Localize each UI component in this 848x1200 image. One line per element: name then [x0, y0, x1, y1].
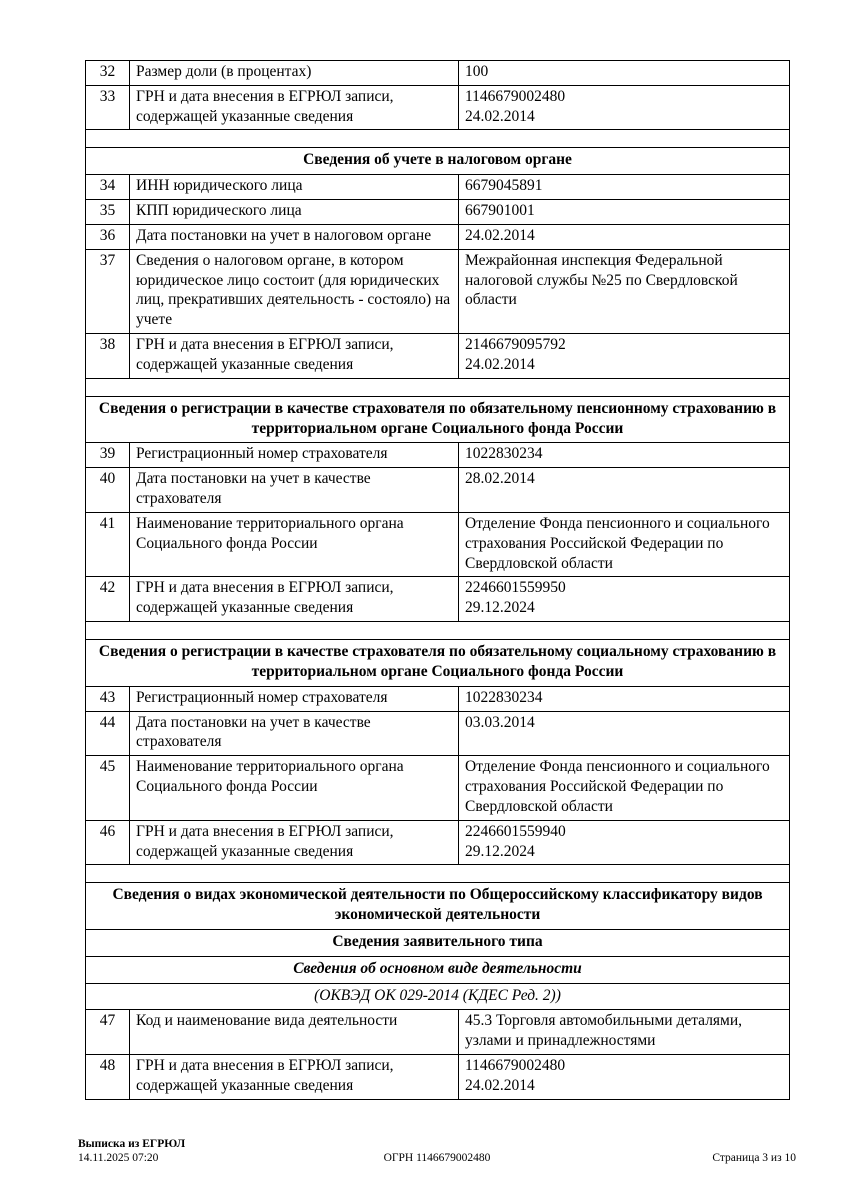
row-label-cell: Дата постановки на учет в налоговом орга… — [129, 223, 459, 250]
section-header-row: Сведения о регистрации в качестве страхо… — [85, 395, 790, 444]
row-label-cell: Наименование территориального органа Соц… — [129, 511, 459, 578]
spacer-row — [85, 864, 790, 884]
row-value-cell: 45.3 Торговля автомобильными деталями, у… — [458, 1009, 790, 1056]
row-number-cell: 40 — [85, 467, 130, 513]
table-row: 41 Наименование территориального органа С… — [85, 511, 790, 578]
row-number-cell: 38 — [85, 333, 130, 379]
row-number-cell: 46 — [85, 819, 130, 866]
row-value-cell: 03.03.2014 — [458, 710, 790, 757]
section-header-row: Сведения об учете в налоговом органе — [85, 147, 790, 176]
row-number-cell: 45 — [85, 755, 130, 821]
row-number-cell: 47 — [85, 1009, 130, 1056]
table-row: 45 Наименование территориального органа С… — [85, 755, 790, 821]
page-footer: Выписка из ЕГРЮЛ 14.11.2025 07:20 ОГРН 1… — [78, 1138, 796, 1166]
section-header-text: Сведения о регистрации в качестве страхо… — [85, 639, 790, 687]
footer-datetime: 14.11.2025 07:20 — [78, 1151, 159, 1164]
row-value-cell: 667901001 — [458, 199, 790, 225]
row-label-cell: ГРН и дата внесения в ЕГРЮЛ записи, соде… — [129, 333, 459, 379]
row-number-cell: 44 — [85, 710, 130, 757]
spacer-cell — [85, 621, 790, 641]
row-value-cell: 2146679095792 24.02.2014 — [458, 333, 790, 379]
section-header-row: (ОКВЭД ОК 029-2014 (КДЕС Ред. 2)) — [85, 982, 790, 1011]
section-header-row: Сведения заявительного типа — [85, 928, 790, 957]
row-number-cell: 43 — [85, 685, 130, 712]
section-header-row: Сведения о видах экономической деятельно… — [85, 882, 790, 930]
spacer-row — [85, 129, 790, 149]
spacer-cell — [85, 129, 790, 149]
row-number-cell: 39 — [85, 442, 130, 469]
section-header-row: Сведения об основном виде деятельности — [85, 955, 790, 984]
row-label-cell: ИНН юридического лица — [129, 174, 459, 201]
table-row: 38 ГРН и дата внесения в ЕГРЮЛ записи, со… — [85, 333, 790, 379]
table-row: 40 Дата постановки на учет в качестве стр… — [85, 467, 790, 513]
row-number-cell: 37 — [85, 248, 130, 335]
row-number-cell: 34 — [85, 174, 130, 201]
row-value-cell: Отделение Фонда пенсионного и социальног… — [458, 511, 790, 578]
table-row: 42 ГРН и дата внесения в ЕГРЮЛ записи, со… — [85, 576, 790, 623]
spacer-cell — [85, 864, 790, 884]
table-row: 43 Регистрационный номер страхователя 1022… — [85, 685, 790, 712]
row-label-cell: Дата постановки на учет в качестве страх… — [129, 710, 459, 757]
table-row: 39 Регистрационный номер страхователя 1022… — [85, 442, 790, 469]
row-label-cell: Размер доли (в процентах) — [129, 60, 459, 86]
row-label-cell: Дата постановки на учет в качестве страх… — [129, 467, 459, 513]
footer-left: Выписка из ЕГРЮЛ 14.11.2025 07:20 — [78, 1138, 796, 1166]
row-label-cell: Наименование территориального органа Соц… — [129, 755, 459, 821]
row-value-cell: 2246601559940 29.12.2024 — [458, 819, 790, 866]
section-header-text: Сведения об основном виде деятельности — [85, 955, 790, 984]
footer-document-title: Выписка из ЕГРЮЛ — [78, 1138, 186, 1150]
row-label-cell: ГРН и дата внесения в ЕГРЮЛ записи, соде… — [129, 1054, 459, 1100]
table-row: 46 ГРН и дата внесения в ЕГРЮЛ записи, со… — [85, 819, 790, 866]
row-number-cell: 33 — [85, 84, 130, 131]
row-value-cell: 6679045891 — [458, 174, 790, 201]
row-number-cell: 32 — [85, 60, 130, 86]
table-row: 36 Дата постановки на учет в налоговом ор… — [85, 223, 790, 250]
section-header-text: Сведения о регистрации в качестве страхо… — [85, 395, 790, 444]
row-value-cell: 24.02.2014 — [458, 223, 790, 250]
row-label-cell: Код и наименование вида деятельности — [129, 1009, 459, 1056]
row-value-cell: Отделение Фонда пенсионного и социальног… — [458, 755, 790, 821]
footer-page-number: Страница 3 из 10 — [712, 1152, 796, 1164]
row-label-cell: Регистрационный номер страхователя — [129, 685, 459, 712]
row-value-cell: 2246601559950 29.12.2024 — [458, 576, 790, 623]
row-label-cell: Сведения о налоговом органе, в котором ю… — [129, 248, 459, 335]
row-value-cell: 1146679002480 24.02.2014 — [458, 84, 790, 131]
row-number-cell: 36 — [85, 223, 130, 250]
row-value-cell: 1022830234 — [458, 442, 790, 469]
egrul-extract-table-body: 32 Размер доли (в процентах) 100 33 ГРН и да… — [85, 60, 790, 1100]
table-row: 34 ИНН юридического лица 6679045891 — [85, 174, 790, 201]
row-label-cell: ГРН и дата внесения в ЕГРЮЛ записи, соде… — [129, 84, 459, 131]
section-header-row: Сведения о регистрации в качестве страхо… — [85, 639, 790, 687]
spacer-cell — [85, 377, 790, 397]
row-label-cell: Регистрационный номер страхователя — [129, 442, 459, 469]
row-value-cell: 1022830234 — [458, 685, 790, 712]
section-header-text: Сведения заявительного типа — [85, 928, 790, 957]
row-value-cell: 1146679002480 24.02.2014 — [458, 1054, 790, 1100]
row-value-cell: Межрайонная инспекция Федеральной налого… — [458, 248, 790, 335]
row-number-cell: 48 — [85, 1054, 130, 1100]
row-value-cell: 100 — [458, 60, 790, 86]
section-header-text: (ОКВЭД ОК 029-2014 (КДЕС Ред. 2)) — [85, 982, 790, 1011]
egrul-extract-table: 32 Размер доли (в процентах) 100 33 ГРН и да… — [85, 60, 790, 1100]
row-value-cell: 28.02.2014 — [458, 467, 790, 513]
row-label-cell: КПП юридического лица — [129, 199, 459, 225]
footer-ogrn: ОГРН 1146679002480 — [383, 1152, 491, 1164]
table-row: 37 Сведения о налоговом органе, в котором… — [85, 248, 790, 335]
row-number-cell: 42 — [85, 576, 130, 623]
table-row: 33 ГРН и дата внесения в ЕГРЮЛ записи, со… — [85, 84, 790, 131]
row-label-cell: ГРН и дата внесения в ЕГРЮЛ записи, соде… — [129, 576, 459, 623]
table-row: 35 КПП юридического лица 667901001 — [85, 199, 790, 225]
table-row: 32 Размер доли (в процентах) 100 — [85, 60, 790, 86]
table-row: 47 Код и наименование вида деятельности 45… — [85, 1009, 790, 1056]
row-number-cell: 41 — [85, 511, 130, 578]
table-row: 44 Дата постановки на учет в качестве стр… — [85, 710, 790, 757]
section-header-text: Сведения об учете в налоговом органе — [85, 147, 790, 176]
row-label-cell: ГРН и дата внесения в ЕГРЮЛ записи, соде… — [129, 819, 459, 866]
spacer-row — [85, 377, 790, 397]
table-row: 48 ГРН и дата внесения в ЕГРЮЛ записи, со… — [85, 1054, 790, 1100]
section-header-text: Сведения о видах экономической деятельно… — [85, 882, 790, 930]
spacer-row — [85, 621, 790, 641]
row-number-cell: 35 — [85, 199, 130, 225]
